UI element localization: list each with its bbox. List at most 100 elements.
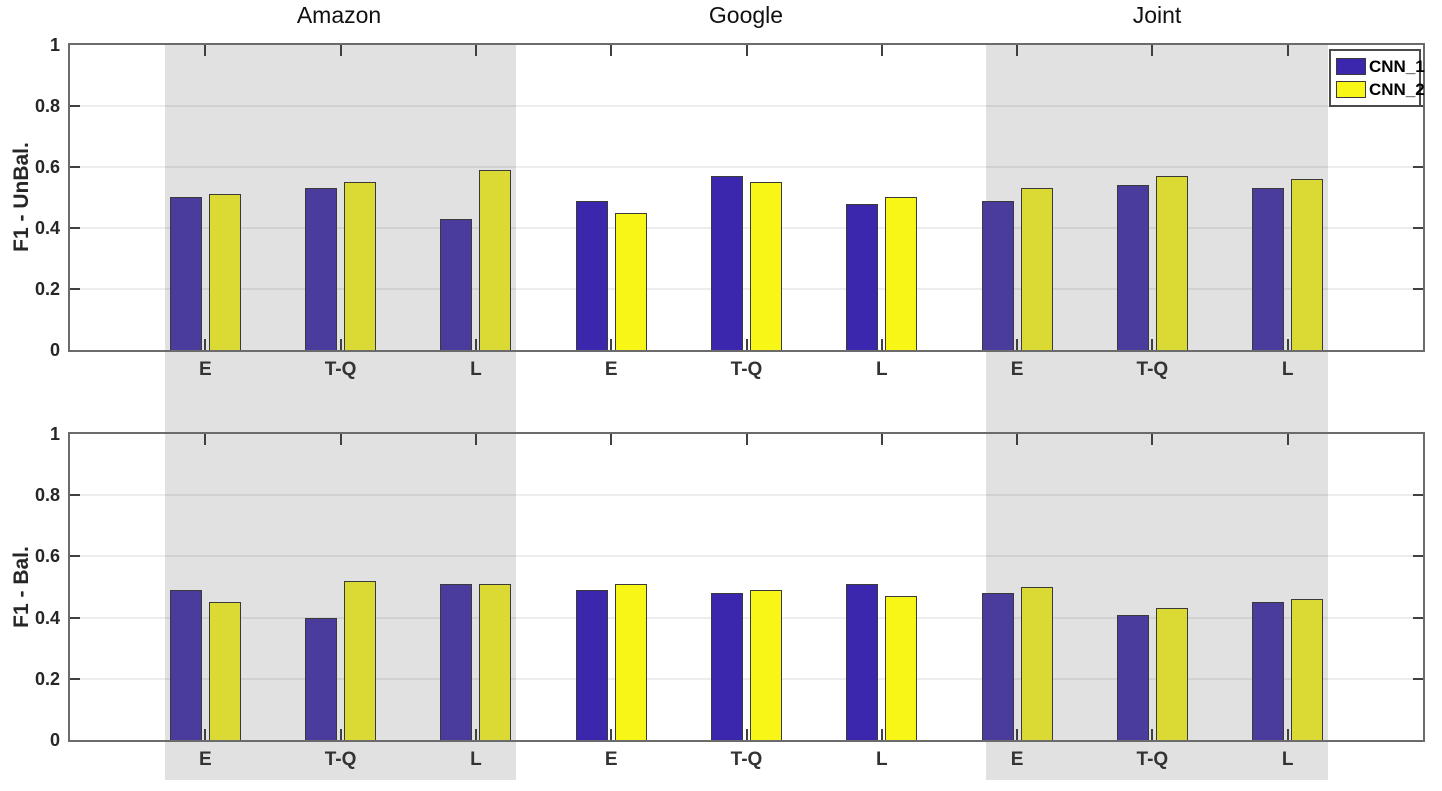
bar-pair-joint-e (981, 188, 1053, 350)
x-tick-mark (880, 45, 883, 56)
y-tick-mark (1413, 616, 1423, 619)
bar-cnn_2 (1155, 608, 1188, 740)
bar-pair-amazon-e (169, 194, 241, 350)
bar-pair-amazon-l (440, 584, 512, 740)
y-tick-label: 0 (49, 730, 60, 750)
y-tick-mark (70, 166, 80, 168)
bar-cnn_1 (846, 204, 879, 350)
y-tick-label: 1 (49, 35, 60, 55)
x-tick-mark (1286, 434, 1289, 445)
x-tick-label: E (604, 749, 618, 770)
bar-pair-amazon-e (169, 590, 241, 740)
y-tick-mark (1413, 677, 1423, 680)
x-tick-label: E (198, 359, 212, 380)
x-tick-mark (745, 729, 748, 740)
x-tick-label: E (1010, 749, 1024, 770)
column-title-amazon: Amazon (296, 2, 382, 28)
y-tick-mark (1413, 555, 1423, 558)
y-tick-label: 0.2 (34, 668, 60, 689)
legend-swatch-cnn2 (1336, 81, 1366, 98)
bar-cnn_2 (479, 584, 512, 740)
bar-cnn_1 (169, 197, 202, 350)
x-tick-mark (880, 729, 883, 740)
x-tick-label: T-Q (730, 749, 763, 770)
bar-cnn_1 (711, 176, 743, 350)
bar-pair-google-l (846, 584, 918, 740)
x-tick-mark (1016, 729, 1019, 740)
bar-cnn_1 (1116, 185, 1149, 350)
gridline (70, 166, 1423, 168)
x-tick-mark (610, 729, 613, 740)
bar-cnn_2 (1020, 188, 1053, 350)
y-tick-label: 1 (49, 424, 60, 444)
x-tick-mark (610, 339, 613, 350)
x-tick-label: T-Q (324, 359, 357, 380)
x-tick-mark (474, 434, 477, 445)
y-tick-mark (70, 555, 80, 558)
x-tick-mark (339, 729, 342, 740)
bar-cnn_1 (440, 584, 473, 740)
gridline (70, 616, 1423, 619)
bar-cnn_2 (885, 197, 918, 350)
x-tick-mark (745, 45, 748, 56)
x-tick-mark (880, 339, 883, 350)
bar-cnn_1 (981, 201, 1014, 350)
x-tick-label: T-Q (324, 749, 357, 770)
gridline (70, 555, 1423, 558)
bar-pair-joint-l (1252, 599, 1324, 740)
y-tick-mark (1413, 494, 1423, 497)
x-tick-mark (1151, 45, 1154, 56)
bar-cnn_2 (208, 194, 241, 350)
bar-cnn_2 (344, 182, 377, 350)
legend-label-cnn1: CNN_1 (1369, 56, 1425, 76)
gridline (70, 494, 1423, 497)
y-tick-label: 0.6 (34, 157, 60, 177)
x-tick-mark (474, 339, 477, 350)
x-tick-mark (745, 434, 748, 445)
y-tick-mark (70, 105, 80, 107)
y-tick-label: 0.4 (34, 218, 60, 238)
y-tick-label: 0.2 (34, 279, 60, 299)
x-tick-label: E (1010, 359, 1024, 380)
x-tick-mark (204, 729, 207, 740)
bar-pair-joint-l (1252, 179, 1324, 350)
bar-cnn_2 (1020, 587, 1053, 740)
bar-cnn_1 (711, 593, 743, 740)
x-tick-mark (474, 729, 477, 740)
axes-bottom-balanced: 0 0.2 0.4 0.6 0.8 1 E T-Q L E T-Q L E T-Q L (35, 424, 1425, 770)
bar-pair-google-t-q (711, 590, 782, 740)
bar-cnn_2 (750, 182, 782, 350)
x-tick-mark (1151, 339, 1154, 350)
x-tick-label: T-Q (1136, 359, 1169, 380)
y-tick-label: 0.8 (34, 485, 60, 506)
x-tick-mark (1151, 729, 1154, 740)
bar-pair-google-l (846, 197, 918, 350)
x-tick-mark (339, 434, 342, 445)
bar-cnn_1 (981, 593, 1014, 740)
x-tick-mark (204, 339, 207, 350)
y-tick-label: 0.4 (34, 607, 60, 628)
y-tick-mark (1413, 227, 1423, 229)
bar-pair-google-t-q (711, 176, 782, 350)
bar-cnn_2 (1155, 176, 1188, 350)
y-tick-mark (70, 616, 80, 619)
gridline (70, 105, 1423, 107)
bar-cnn_1 (305, 618, 338, 740)
x-tick-mark (339, 339, 342, 350)
legend-entry-cnn2: CNN_2 (1336, 78, 1425, 101)
bar-cnn_2 (1291, 179, 1324, 350)
bar-cnn_2 (208, 602, 241, 740)
legend-swatch-cnn1 (1336, 58, 1366, 75)
bar-cnn_1 (1252, 602, 1285, 740)
bar-cnn_1 (305, 188, 338, 350)
x-tick-label: L (1281, 749, 1294, 770)
y-tick-label: 0.8 (34, 96, 60, 116)
bar-cnn_2 (885, 596, 918, 740)
bar-cnn_2 (479, 170, 512, 350)
bar-pair-joint-e (981, 587, 1053, 740)
x-tick-mark (339, 45, 342, 56)
bar-pair-amazon-t-q (305, 581, 377, 740)
bar-pair-amazon-t-q (305, 182, 377, 350)
gridline (70, 288, 1423, 290)
